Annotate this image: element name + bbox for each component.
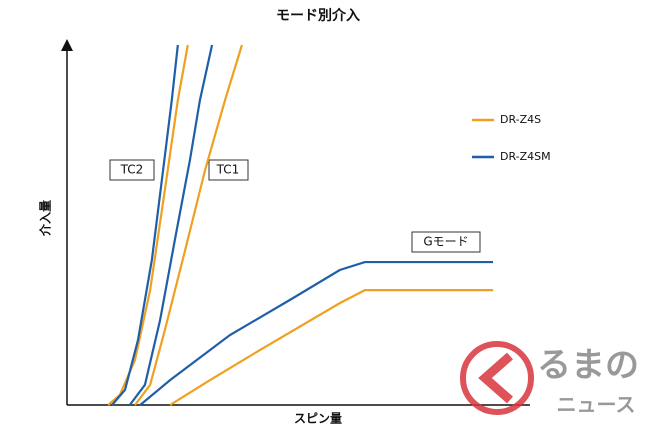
series-line	[107, 44, 189, 406]
watermark-logo	[478, 352, 513, 404]
series-line	[134, 44, 243, 406]
watermark-logo	[460, 341, 534, 415]
annotation-box	[208, 159, 249, 181]
series-line	[111, 44, 179, 406]
series-line	[169, 289, 494, 406]
y-axis-label: 介入量	[38, 200, 53, 237]
chart-title: モード別介入	[276, 7, 360, 24]
annotation-box	[109, 159, 155, 181]
annotation: Gモード	[423, 235, 468, 249]
x-axis-label: スピン量	[294, 412, 342, 426]
annotation-box	[411, 231, 481, 253]
legend-label: DR-Z4SM	[500, 150, 551, 163]
legend-label: DR-Z4S	[500, 113, 541, 126]
annotation: TC1	[216, 163, 240, 177]
watermark: ニュース	[557, 393, 636, 417]
series-line	[139, 260, 494, 406]
watermark: るまの	[537, 346, 639, 386]
annotation: TC2	[120, 163, 144, 177]
series-line	[128, 44, 214, 406]
